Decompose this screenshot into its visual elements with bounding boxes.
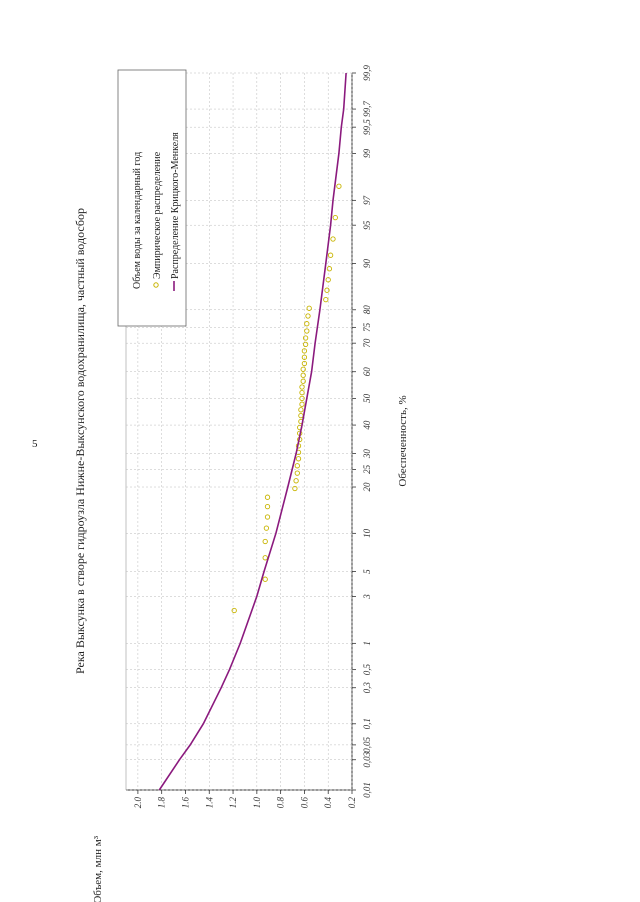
- x-tick-label: 30: [362, 449, 372, 460]
- x-tick-label: 0,05: [362, 737, 372, 753]
- x-tick-label: 99,5: [362, 119, 372, 135]
- data-point-empirical: [300, 372, 306, 378]
- x-tick-label: 40: [362, 420, 372, 430]
- x-tick-label: 10: [362, 528, 372, 538]
- x-tick-label: 99,9: [362, 65, 372, 81]
- y-tick-label: 0.4: [323, 797, 333, 809]
- x-tick-label: 97: [362, 195, 372, 205]
- legend-label-kritsky: Распределение Крицкого-Менкеля: [170, 132, 181, 279]
- series-line-kritsky-menkel: [158, 72, 347, 791]
- data-point-empirical: [302, 341, 309, 348]
- grid-lines: [126, 72, 356, 794]
- data-point-empirical: [262, 555, 268, 561]
- data-point-empirical: [304, 328, 310, 334]
- x-tick-label: 75: [362, 322, 372, 332]
- data-point-empirical: [299, 395, 305, 402]
- data-point-empirical: [300, 378, 306, 384]
- y-tick-label: 1.6: [180, 797, 190, 809]
- x-tick-label: 0,01: [362, 782, 372, 798]
- y-axis-label: Объем, млн м³: [92, 835, 104, 902]
- legend-marker-empirical: [153, 282, 159, 288]
- chart-title: Река Выксунка в створе гидроузла Нижне-В…: [73, 208, 87, 674]
- data-point-empirical: [293, 478, 299, 484]
- data-point-empirical: [332, 214, 338, 221]
- y-tick-label: 1.8: [157, 797, 167, 809]
- y-tick-label: 1.2: [228, 797, 238, 809]
- x-tick-labels: 0,01 0,030,05 0,1 0,3 0,5 1 3 5 10 20 25 30 40 50 60 70…: [362, 65, 372, 798]
- data-point-empirical: [326, 266, 333, 272]
- data-point-empirical: [302, 335, 309, 341]
- data-point-empirical: [294, 463, 300, 469]
- data-point-empirical: [299, 384, 305, 390]
- data-point-empirical: [323, 296, 329, 303]
- x-tick-label: 25: [362, 464, 372, 474]
- x-tick-label: 0,5: [362, 663, 372, 675]
- data-point-empirical: [301, 354, 308, 360]
- y-tick-label: 0.6: [299, 797, 309, 809]
- data-point-empirical: [304, 321, 310, 327]
- data-point-empirical: [300, 366, 306, 372]
- data-point-empirical: [298, 407, 304, 413]
- page-number: 5: [32, 438, 38, 450]
- data-point-empirical: [301, 348, 308, 354]
- data-point-empirical: [336, 183, 342, 189]
- data-point-empirical: [264, 514, 271, 520]
- data-point-empirical: [306, 305, 312, 311]
- data-point-empirical: [294, 470, 300, 476]
- data-point-empirical: [292, 485, 298, 492]
- x-tick-label: 0,3: [362, 682, 372, 694]
- data-point-empirical: [305, 313, 311, 319]
- data-point-empirical: [330, 236, 336, 242]
- data-point-empirical: [262, 576, 268, 582]
- x-tick-label: 95: [362, 220, 372, 230]
- data-point-empirical: [327, 252, 334, 258]
- x-tick-label: 5: [362, 569, 372, 574]
- y-tick-label: 0.2: [347, 797, 357, 809]
- data-point-empirical: [299, 389, 305, 396]
- y-tick-label: 0.8: [276, 797, 286, 809]
- data-point-empirical: [264, 503, 271, 510]
- x-tick-label: 1: [362, 641, 372, 646]
- x-tick-label: 90: [362, 258, 372, 268]
- x-tick-label: 0,03: [362, 751, 372, 767]
- x-tick-label: 99,7: [362, 101, 372, 117]
- data-series: [158, 72, 347, 791]
- data-point-empirical: [231, 607, 237, 614]
- x-tick-label: 80: [362, 305, 372, 315]
- legend: Объем воды за календарный год Эмпирическ…: [117, 69, 187, 327]
- x-axis-label: Обеспеченность, %: [397, 395, 409, 486]
- x-tick-label: 50: [362, 393, 372, 403]
- y-tick-labels: 2.0 1.8 1.6 1.4 1.2 1.0 0.8 0.6 0.4 0.2: [133, 797, 357, 809]
- x-tick-label: 60: [362, 367, 372, 377]
- data-point-empirical: [262, 538, 268, 545]
- x-tick-label: 0,1: [362, 718, 372, 729]
- x-tick-label: 3: [362, 594, 372, 600]
- data-point-empirical: [298, 412, 304, 419]
- x-tick-label: 70: [362, 338, 372, 348]
- data-point-empirical: [299, 401, 305, 407]
- x-tick-label: 99: [362, 148, 372, 158]
- y-tick-label: 1.0: [252, 797, 262, 809]
- y-tick-label: 2.0: [133, 797, 143, 809]
- data-point-empirical: [264, 494, 271, 500]
- x-tick-label: 20: [362, 482, 372, 492]
- data-point-empirical: [263, 525, 270, 531]
- legend-title: Объем воды за календарный год: [132, 152, 143, 289]
- data-point-empirical: [324, 287, 330, 293]
- data-point-empirical: [301, 360, 308, 367]
- y-tick-label: 1.4: [204, 797, 214, 809]
- data-point-empirical: [325, 277, 331, 283]
- legend-label-empirical: Эмпирическое распределение: [152, 151, 163, 279]
- data-point-empirical: [295, 456, 302, 462]
